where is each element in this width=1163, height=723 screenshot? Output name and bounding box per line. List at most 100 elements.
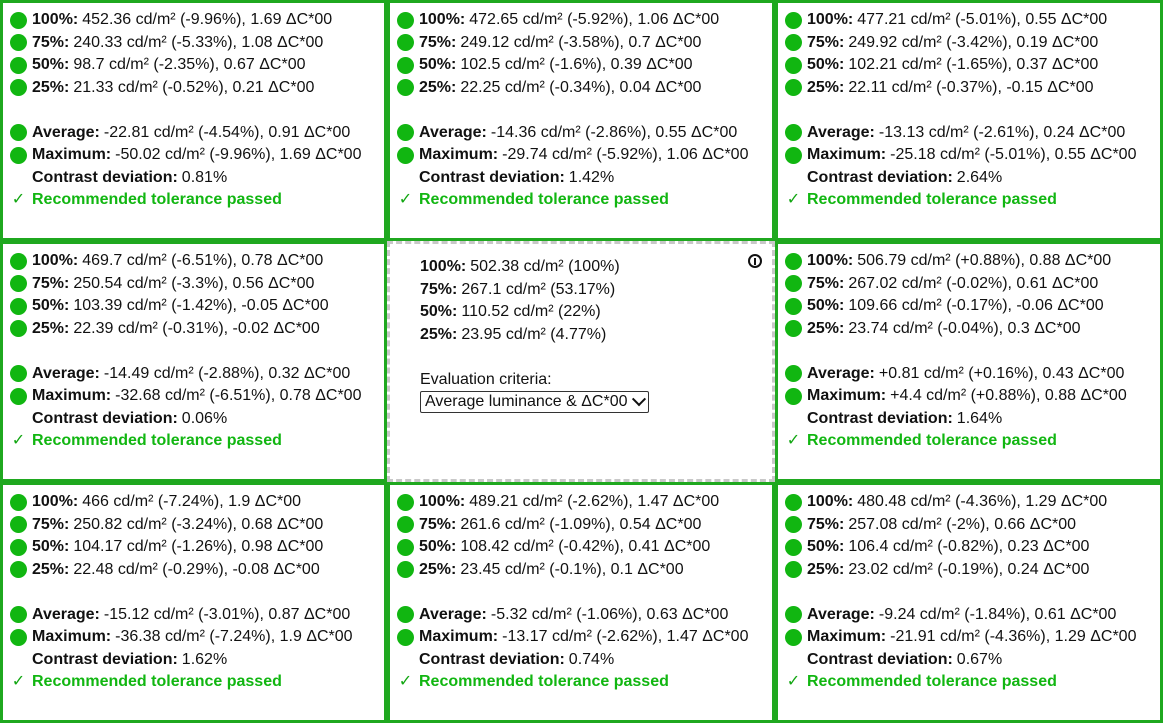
row-75: 75%: 249.92 cd/m² (-3.42%), 0.19 ΔC*00 xyxy=(785,32,1154,55)
row-75: 75%: 249.12 cd/m² (-3.58%), 0.7 ΔC*00 xyxy=(397,32,766,55)
row-label: 100%: xyxy=(807,11,854,28)
contrast-value: 1.42% xyxy=(568,168,615,186)
status-row: ✓ Recommended tolerance passed xyxy=(10,430,378,453)
maximum-value: -25.18 cd/m² (-5.01%), 0.55 ΔC*00 xyxy=(890,146,1137,163)
green-dot-icon xyxy=(397,561,414,579)
green-dot-icon xyxy=(10,124,27,142)
green-dot-icon xyxy=(785,606,802,624)
cell-top-center: 100%: 472.65 cd/m² (-5.92%), 1.06 ΔC*00 7… xyxy=(387,0,775,241)
row-label: 50%: xyxy=(420,303,458,320)
row-25: 25%: 21.33 cd/m² (-0.52%), 0.21 ΔC*00 xyxy=(10,77,378,100)
row-label: 100%: xyxy=(419,11,466,28)
cell-bottom-right: 100%: 480.48 cd/m² (-4.36%), 1.29 ΔC*00 7… xyxy=(775,482,1163,723)
maximum-label: Maximum: xyxy=(32,146,112,163)
green-dot-icon xyxy=(785,628,802,646)
average-label: Average: xyxy=(807,605,875,623)
contrast-label: Contrast deviation: xyxy=(419,168,565,186)
contrast-label: Contrast deviation: xyxy=(419,650,565,668)
row-100: 100%: 472.65 cd/m² (-5.92%), 1.06 ΔC*00 xyxy=(397,9,766,32)
average-row: Average: -5.32 cd/m² (-1.06%), 0.63 ΔC*00 xyxy=(397,604,766,627)
row-label: 50%: xyxy=(807,538,845,555)
status-text: Recommended tolerance passed xyxy=(807,191,1057,208)
green-dot-icon xyxy=(10,146,27,164)
row-25: 25%: 22.48 cd/m² (-0.29%), -0.08 ΔC*00 xyxy=(10,559,378,582)
average-label: Average: xyxy=(32,364,100,382)
average-value: -14.36 cd/m² (-2.86%), 0.55 ΔC*00 xyxy=(490,123,738,141)
row-100: 100%: 506.79 cd/m² (+0.88%), 0.88 ΔC*00 xyxy=(785,250,1154,273)
row-value: 489.21 cd/m² (-2.62%), 1.47 ΔC*00 xyxy=(469,493,720,510)
contrast-row: Contrast deviation: 1.64% xyxy=(785,408,1154,431)
average-value: +0.81 cd/m² (+0.16%), 0.43 ΔC*00 xyxy=(878,364,1125,382)
row-value: 466 cd/m² (-7.24%), 1.9 ΔC*00 xyxy=(82,493,302,510)
contrast-value: 1.62% xyxy=(181,650,228,668)
row-label: 50%: xyxy=(419,538,457,555)
row-value: 257.08 cd/m² (-2%), 0.66 ΔC*00 xyxy=(848,515,1077,533)
average-value: -9.24 cd/m² (-1.84%), 0.61 ΔC*00 xyxy=(878,605,1117,623)
cell-bottom-center: 100%: 489.21 cd/m² (-2.62%), 1.47 ΔC*00 7… xyxy=(387,482,775,723)
green-dot-icon xyxy=(397,516,414,534)
status-text: Recommended tolerance passed xyxy=(32,673,282,690)
check-icon: ✓ xyxy=(11,432,26,449)
contrast-value: 0.74% xyxy=(568,650,615,668)
green-dot-icon xyxy=(785,493,802,511)
row-value: 21.33 cd/m² (-0.52%), 0.21 ΔC*00 xyxy=(73,78,315,96)
maximum-value: -32.68 cd/m² (-6.51%), 0.78 ΔC*00 xyxy=(115,387,362,404)
status-row: ✓ Recommended tolerance passed xyxy=(397,671,766,694)
average-label: Average: xyxy=(807,364,875,382)
row-label: 75%: xyxy=(807,33,845,51)
maximum-value: -50.02 cd/m² (-9.96%), 1.69 ΔC*00 xyxy=(115,146,362,163)
contrast-label: Contrast deviation: xyxy=(807,650,953,668)
green-dot-icon xyxy=(785,365,802,383)
check-icon: ✓ xyxy=(398,191,413,208)
row-label: 75%: xyxy=(419,515,457,533)
cell-middle-right: 100%: 506.79 cd/m² (+0.88%), 0.88 ΔC*00 7… xyxy=(775,241,1163,482)
green-dot-icon xyxy=(10,34,27,52)
green-dot-icon xyxy=(10,606,27,624)
check-icon: ✓ xyxy=(11,673,26,690)
contrast-label: Contrast deviation: xyxy=(807,168,953,186)
row-25: 25%: 23.95 cd/m² (4.77%) xyxy=(420,324,760,347)
status-row: ✓ Recommended tolerance passed xyxy=(785,671,1154,694)
row-value: 469.7 cd/m² (-6.51%), 0.78 ΔC*00 xyxy=(82,252,324,269)
row-value: 452.36 cd/m² (-9.96%), 1.69 ΔC*00 xyxy=(82,11,333,28)
row-value: 104.17 cd/m² (-1.26%), 0.98 ΔC*00 xyxy=(73,538,324,555)
maximum-value: -29.74 cd/m² (-5.92%), 1.06 ΔC*00 xyxy=(502,146,749,163)
row-label: 25%: xyxy=(32,319,70,337)
row-value: 480.48 cd/m² (-4.36%), 1.29 ΔC*00 xyxy=(857,493,1108,510)
row-100: 100%: 480.48 cd/m² (-4.36%), 1.29 ΔC*00 xyxy=(785,491,1154,514)
row-value: 22.11 cd/m² (-0.37%), -0.15 ΔC*00 xyxy=(848,78,1094,96)
row-label: 75%: xyxy=(32,33,70,51)
green-dot-icon xyxy=(10,365,27,383)
green-dot-icon xyxy=(397,146,414,164)
row-25: 25%: 23.74 cd/m² (-0.04%), 0.3 ΔC*00 xyxy=(785,318,1154,341)
contrast-value: 1.64% xyxy=(956,409,1003,427)
maximum-value: +4.4 cd/m² (+0.88%), 0.88 ΔC*00 xyxy=(890,387,1127,404)
green-dot-icon xyxy=(10,56,27,74)
row-label: 50%: xyxy=(807,56,845,73)
average-row: Average: -9.24 cd/m² (-1.84%), 0.61 ΔC*00 xyxy=(785,604,1154,627)
contrast-value: 0.67% xyxy=(956,650,1003,668)
evaluation-criteria-select[interactable]: Average luminance & ΔC*00 xyxy=(420,391,649,413)
row-label: 75%: xyxy=(807,274,845,292)
info-icon[interactable] xyxy=(748,254,762,268)
row-value: 240.33 cd/m² (-5.33%), 1.08 ΔC*00 xyxy=(73,33,324,51)
status-row: ✓ Recommended tolerance passed xyxy=(10,671,378,694)
row-100: 100%: 469.7 cd/m² (-6.51%), 0.78 ΔC*00 xyxy=(10,250,378,273)
row-value: 106.4 cd/m² (-0.82%), 0.23 ΔC*00 xyxy=(848,538,1090,555)
row-label: 25%: xyxy=(807,319,845,337)
contrast-row: Contrast deviation: 0.06% xyxy=(10,408,378,431)
status-row: ✓ Recommended tolerance passed xyxy=(397,189,766,212)
cell-top-right: 100%: 477.21 cd/m² (-5.01%), 0.55 ΔC*00 7… xyxy=(775,0,1163,241)
green-dot-icon xyxy=(397,56,414,74)
row-value: 108.42 cd/m² (-0.42%), 0.41 ΔC*00 xyxy=(460,538,711,555)
row-value: 102.21 cd/m² (-1.65%), 0.37 ΔC*00 xyxy=(848,56,1099,73)
row-label: 100%: xyxy=(420,258,467,275)
row-value: 103.39 cd/m² (-1.42%), -0.05 ΔC*00 xyxy=(73,297,329,314)
maximum-value: -36.38 cd/m² (-7.24%), 1.9 ΔC*00 xyxy=(115,628,353,645)
row-25: 25%: 23.02 cd/m² (-0.19%), 0.24 ΔC*00 xyxy=(785,559,1154,582)
green-dot-icon xyxy=(785,56,802,74)
maximum-row: Maximum: -32.68 cd/m² (-6.51%), 0.78 ΔC*0… xyxy=(10,385,378,408)
green-dot-icon xyxy=(785,34,802,52)
status-row: ✓ Recommended tolerance passed xyxy=(785,430,1154,453)
